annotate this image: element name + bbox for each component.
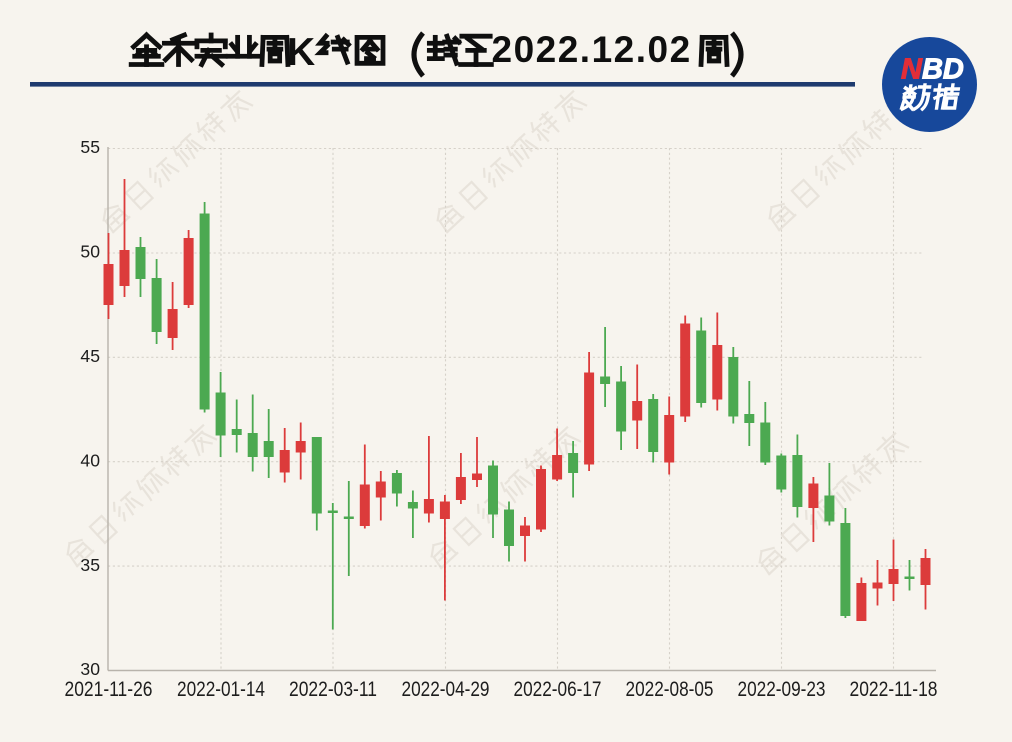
svg-text:2021-11-26: 2021-11-26 [65, 677, 153, 701]
svg-text:2022-11-18: 2022-11-18 [850, 677, 938, 701]
svg-text:2022-06-17: 2022-06-17 [514, 677, 602, 701]
svg-text:NBD: NBD [901, 54, 964, 86]
svg-text:40: 40 [80, 450, 100, 470]
svg-text:55: 55 [80, 137, 100, 157]
svg-text:45: 45 [80, 346, 100, 366]
svg-text:2022-04-29: 2022-04-29 [402, 677, 490, 701]
svg-text:2022.12.02: 2022.12.02 [492, 29, 692, 70]
svg-text:2022-01-14: 2022-01-14 [177, 677, 265, 701]
svg-text:2022-09-23: 2022-09-23 [738, 677, 826, 701]
svg-text:2022-03-11: 2022-03-11 [289, 677, 377, 701]
svg-text:K: K [287, 31, 315, 74]
svg-text:50: 50 [80, 242, 100, 262]
svg-text:35: 35 [80, 555, 100, 575]
svg-text:2022-08-05: 2022-08-05 [626, 677, 714, 701]
svg-text:30: 30 [80, 659, 100, 679]
